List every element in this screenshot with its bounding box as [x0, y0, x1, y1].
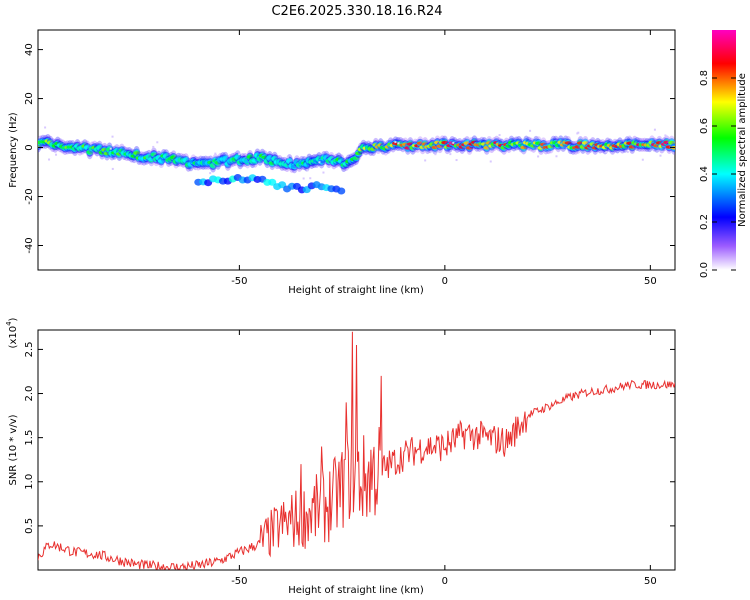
bottom-x-ticks: -50 0 50 — [231, 330, 657, 587]
heat-speck — [48, 158, 51, 161]
heat-speck — [152, 145, 155, 148]
heat-speck — [424, 159, 427, 162]
colorbar-tick-label: 0.0 — [699, 262, 710, 278]
heat-speck — [55, 153, 58, 156]
heat-cell — [278, 181, 287, 189]
top-x-tick-label: -50 — [231, 276, 247, 287]
heat-speck — [449, 153, 452, 156]
bottom-y-tick-label: 2.0 — [24, 386, 35, 402]
colorbar-ticks: 0.0 0.2 0.4 0.6 0.8 — [699, 70, 736, 278]
heat-speck — [576, 132, 579, 135]
top-y-tick-label: -40 — [24, 237, 35, 253]
heat-speck — [109, 147, 112, 150]
heat-cell — [337, 187, 346, 195]
heat-speck — [306, 169, 309, 172]
heat-speck — [469, 137, 472, 140]
colorbar-tick-label: 0.6 — [699, 118, 710, 134]
top-x-tick-label: 50 — [644, 276, 657, 287]
colorbar-tick-label: 0.4 — [699, 166, 710, 182]
heat-speck — [322, 171, 325, 174]
bottom-x-tick-label: 0 — [442, 576, 448, 587]
top-x-tick-label: 0 — [442, 276, 448, 287]
heat-speck — [628, 135, 631, 138]
heat-speck — [641, 158, 644, 161]
heat-cell — [268, 178, 277, 186]
chart-title: C2E6.2025.330.18.16.R24 — [271, 4, 442, 19]
top-x-axis-label: Height of straight line (km) — [288, 285, 424, 296]
bottom-y-tick-label: 1.0 — [24, 474, 35, 490]
colorbar-tick-label: 0.2 — [699, 214, 710, 230]
bottom-x-tick-label: 50 — [644, 576, 657, 587]
bottom-y-axis-label: SNR (10 * v/v) — [8, 414, 19, 485]
heat-speck — [653, 128, 656, 131]
heat-speck — [209, 172, 212, 175]
heat-speck — [214, 152, 217, 155]
heat-speck — [238, 153, 241, 156]
bottom-x-axis-label: Height of straight line (km) — [288, 585, 424, 596]
bottom-y-ticks: 0.5 1.0 1.5 2.0 2.5 — [24, 341, 675, 534]
heat-speck — [555, 155, 558, 158]
heat-speck — [111, 135, 114, 138]
heat-speck — [537, 155, 540, 158]
heat-speck — [286, 156, 289, 159]
y-multiplier-exp: 4 — [5, 321, 13, 326]
heat-speck — [397, 142, 400, 145]
heat-speck — [302, 177, 305, 180]
colorbar-label: Normalized spectral amplitude — [737, 73, 748, 227]
bottom-y-tick-label: 2.5 — [24, 341, 35, 357]
bottom-y-tick-label: 0.5 — [24, 518, 35, 534]
top-y-tick-label: 40 — [24, 43, 35, 56]
top-y-tick-label: 0 — [24, 144, 35, 150]
top-y-axis-label: Frequency (Hz) — [8, 112, 19, 188]
heat-speck — [605, 151, 608, 154]
heat-speck — [455, 159, 458, 162]
colorbar: 0.0 0.2 0.4 0.6 0.8 Normalized spectral ampl… — [699, 30, 748, 278]
top-y-ticks: 40 20 0 -20 -40 — [24, 43, 675, 254]
bottom-x-tick-label: -50 — [231, 576, 247, 587]
heat-speck — [452, 141, 455, 144]
heat-speck — [664, 134, 667, 137]
top-x-ticks: -50 0 50 — [231, 30, 657, 287]
spectrogram-panel: -50 0 50 40 20 0 -20 -40 Height of straight li… — [8, 29, 676, 296]
heat-speck — [659, 154, 662, 157]
heat-speck — [195, 168, 198, 171]
spectrogram-heat — [38, 126, 675, 195]
heat-speck — [489, 160, 492, 163]
heat-speck — [44, 126, 47, 129]
heat-speck — [156, 141, 159, 144]
heat-speck — [529, 129, 532, 132]
snr-panel: -50 0 50 0.5 1.0 1.5 2.0 2.5 Height of straigh… — [5, 317, 676, 596]
colorbar-tick-label: 0.8 — [699, 70, 710, 86]
heat-speck — [111, 167, 114, 170]
heat-speck — [498, 134, 501, 137]
bottom-y-tick-label: 1.5 — [24, 430, 35, 446]
colorbar-gradient — [712, 30, 736, 270]
heat-speck — [318, 161, 321, 164]
snr-line — [38, 331, 675, 570]
heat-speck — [626, 150, 629, 153]
y-multiplier-base: (x10 — [8, 326, 19, 349]
y-multiplier: (x104) — [5, 317, 19, 348]
top-y-tick-label: 20 — [24, 92, 35, 105]
heat-speck — [434, 153, 437, 156]
heat-speck — [394, 141, 397, 144]
top-y-tick-label: -20 — [24, 188, 35, 204]
y-multiplier-label: (x104) — [5, 317, 19, 348]
heat-speck — [309, 177, 312, 180]
